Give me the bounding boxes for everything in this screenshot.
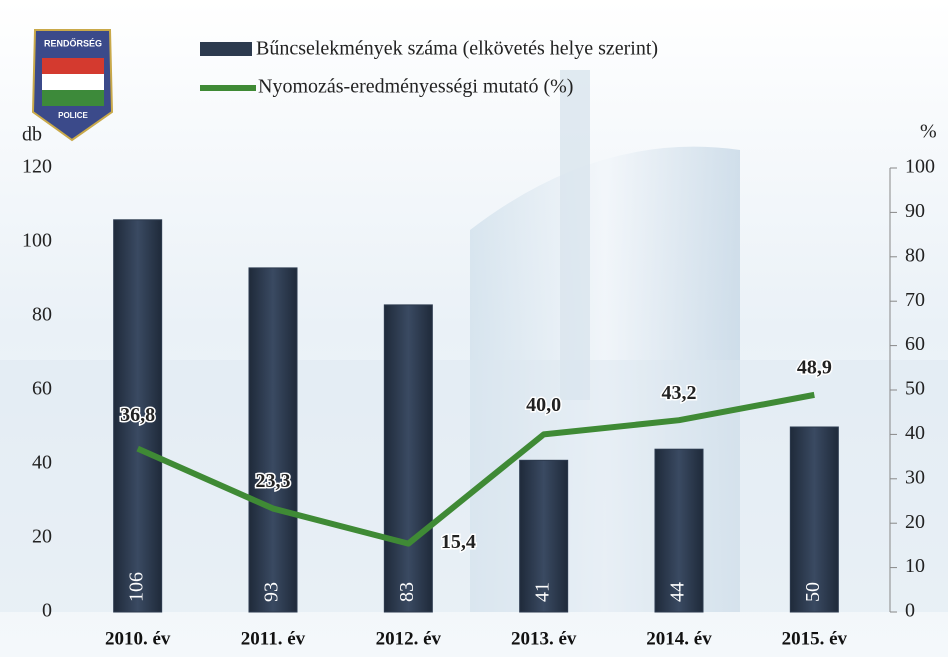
x-tick-label: 2011. év bbox=[241, 628, 306, 649]
logo-stripe bbox=[42, 74, 104, 90]
y-axis-label: db bbox=[22, 124, 42, 146]
legend-label: Nyomozás-eredményességi mutató (%) bbox=[258, 76, 573, 98]
y2-axis-label: % bbox=[920, 121, 937, 143]
line-value-label: 40,0 bbox=[526, 394, 561, 416]
line bbox=[136, 391, 815, 547]
bar-value-label: 93 bbox=[261, 582, 283, 602]
bar-value-label: 50 bbox=[802, 582, 824, 602]
bar bbox=[248, 267, 298, 613]
x-tick-label: 2010. év bbox=[105, 628, 171, 649]
y2-tick-label: 40 bbox=[905, 422, 925, 444]
bar bbox=[113, 219, 163, 613]
logo-stripe bbox=[42, 58, 104, 74]
logo-top: RENDŐRSÉG bbox=[44, 37, 102, 48]
bar-value-label: 41 bbox=[531, 582, 553, 602]
y2-tick-label: 90 bbox=[905, 200, 925, 222]
y2-tick-label: 50 bbox=[905, 378, 925, 400]
logo-stripe bbox=[42, 90, 104, 106]
x-tick-label: 2013. év bbox=[511, 628, 577, 649]
legend-label: Bűncselekmények száma (elkövetés helye s… bbox=[256, 38, 658, 60]
y-tick-label: 20 bbox=[32, 526, 52, 548]
y-tick-label: 100 bbox=[22, 230, 52, 252]
y-tick-label: 80 bbox=[32, 304, 52, 326]
y-tick-label: 60 bbox=[32, 378, 52, 400]
y2-tick-label: 30 bbox=[905, 466, 925, 488]
x-tick-label: 2015. év bbox=[782, 628, 848, 649]
y2-tick-label: 70 bbox=[905, 289, 925, 311]
bar bbox=[654, 448, 704, 613]
y2-tick-label: 10 bbox=[905, 555, 925, 577]
y2-tick-label: 0 bbox=[905, 600, 915, 622]
tower bbox=[560, 70, 590, 400]
bar bbox=[789, 426, 839, 613]
bar bbox=[519, 459, 569, 613]
bar-value-label: 83 bbox=[396, 582, 418, 602]
logo: RENDŐRSÉG POLICE bbox=[31, 29, 114, 142]
line-value-label: 48,9 bbox=[797, 356, 832, 378]
x-tick-label: 2012. év bbox=[376, 628, 442, 649]
y-tick-label: 40 bbox=[32, 452, 52, 474]
line-value-label: 43,2 bbox=[662, 382, 697, 404]
y2-tick-label: 60 bbox=[905, 333, 925, 355]
x-tick-label: 2014. év bbox=[646, 628, 712, 649]
y-tick-label: 120 bbox=[22, 156, 52, 178]
legend-swatch bbox=[200, 42, 252, 56]
line-value-label: 15,4 bbox=[441, 531, 476, 553]
y2-tick-label: 100 bbox=[905, 156, 935, 178]
logo-bottom: POLICE bbox=[58, 111, 88, 120]
line-value-label: 23,3 bbox=[256, 470, 291, 492]
y2-tick-label: 20 bbox=[905, 511, 925, 533]
y2-tick-label: 80 bbox=[905, 244, 925, 266]
y-tick-label: 0 bbox=[42, 600, 52, 622]
line-value-label: 36,8 bbox=[120, 404, 155, 426]
bar bbox=[383, 304, 433, 613]
bar-value-label: 106 bbox=[125, 572, 147, 602]
bar-value-label: 44 bbox=[667, 582, 689, 602]
